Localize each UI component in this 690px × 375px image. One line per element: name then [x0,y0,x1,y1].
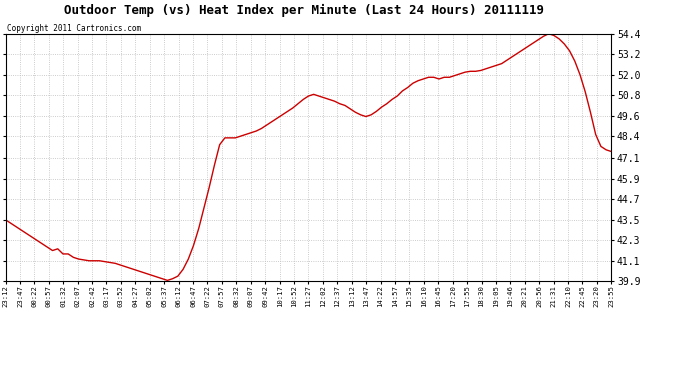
Text: Copyright 2011 Cartronics.com: Copyright 2011 Cartronics.com [7,24,141,33]
Text: Outdoor Temp (vs) Heat Index per Minute (Last 24 Hours) 20111119: Outdoor Temp (vs) Heat Index per Minute … [63,4,544,17]
